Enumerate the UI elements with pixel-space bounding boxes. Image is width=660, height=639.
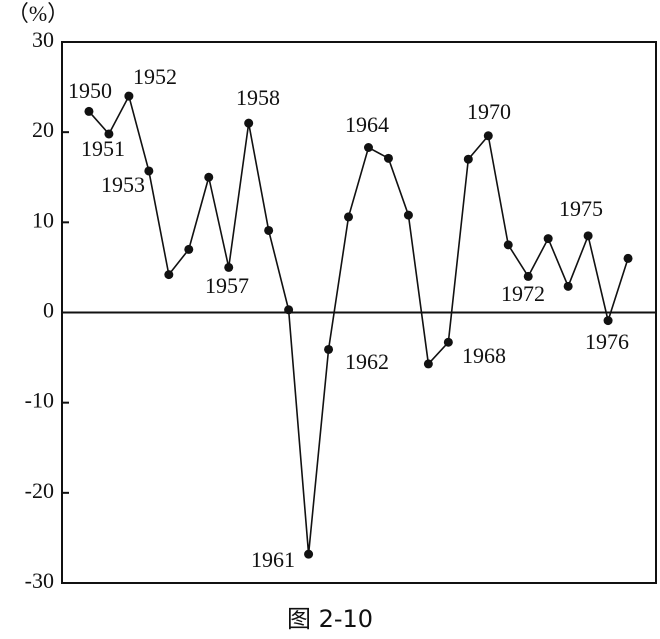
point (84, 106, 94, 116)
line (88, 93, 629, 555)
point (244, 118, 254, 128)
point (503, 240, 513, 250)
annotation: 1952 (133, 64, 177, 89)
y-axis-label: （%） (7, 1, 69, 26)
point (363, 142, 373, 152)
point (344, 212, 354, 222)
annotation: 1972 (501, 281, 545, 306)
point (523, 271, 533, 281)
point (403, 210, 413, 220)
annotation: 1951 (81, 136, 125, 161)
point (623, 253, 633, 263)
point (563, 281, 573, 291)
annotation: 1975 (559, 196, 603, 221)
y-tick-label: -10 (25, 388, 54, 413)
point (124, 91, 134, 101)
annotation: 1976 (585, 329, 629, 354)
y-tick-label: -20 (25, 478, 54, 503)
point (104, 129, 114, 139)
annotation: 1962 (345, 349, 389, 374)
y-tick-label: -30 (25, 568, 54, 593)
point (284, 305, 294, 315)
point (603, 316, 613, 326)
point (264, 225, 274, 235)
point (164, 270, 174, 280)
point (423, 359, 433, 369)
annotation: 1961 (251, 547, 295, 572)
point (204, 172, 214, 182)
annotation: 1953 (101, 172, 145, 197)
y-tick-label: 10 (32, 207, 54, 232)
y-tick-label: 0 (43, 298, 54, 323)
point (583, 231, 593, 241)
point (184, 244, 194, 254)
annotation: 1970 (467, 99, 511, 124)
point (324, 344, 334, 354)
annotation: 1968 (462, 343, 506, 368)
point (383, 153, 393, 163)
annotation: 1964 (345, 112, 389, 137)
annotation: 1957 (205, 273, 249, 298)
point (443, 337, 453, 347)
annotation: 1950 (68, 78, 112, 103)
point (224, 262, 234, 272)
point (543, 234, 553, 244)
point (463, 154, 473, 164)
y-tick-label: 20 (32, 117, 54, 142)
point (304, 549, 314, 559)
y-tick-label: 30 (32, 27, 54, 52)
annotation: 1958 (236, 85, 280, 110)
point (144, 166, 154, 176)
point (483, 131, 493, 141)
caption: 图 2-10 (287, 605, 373, 633)
